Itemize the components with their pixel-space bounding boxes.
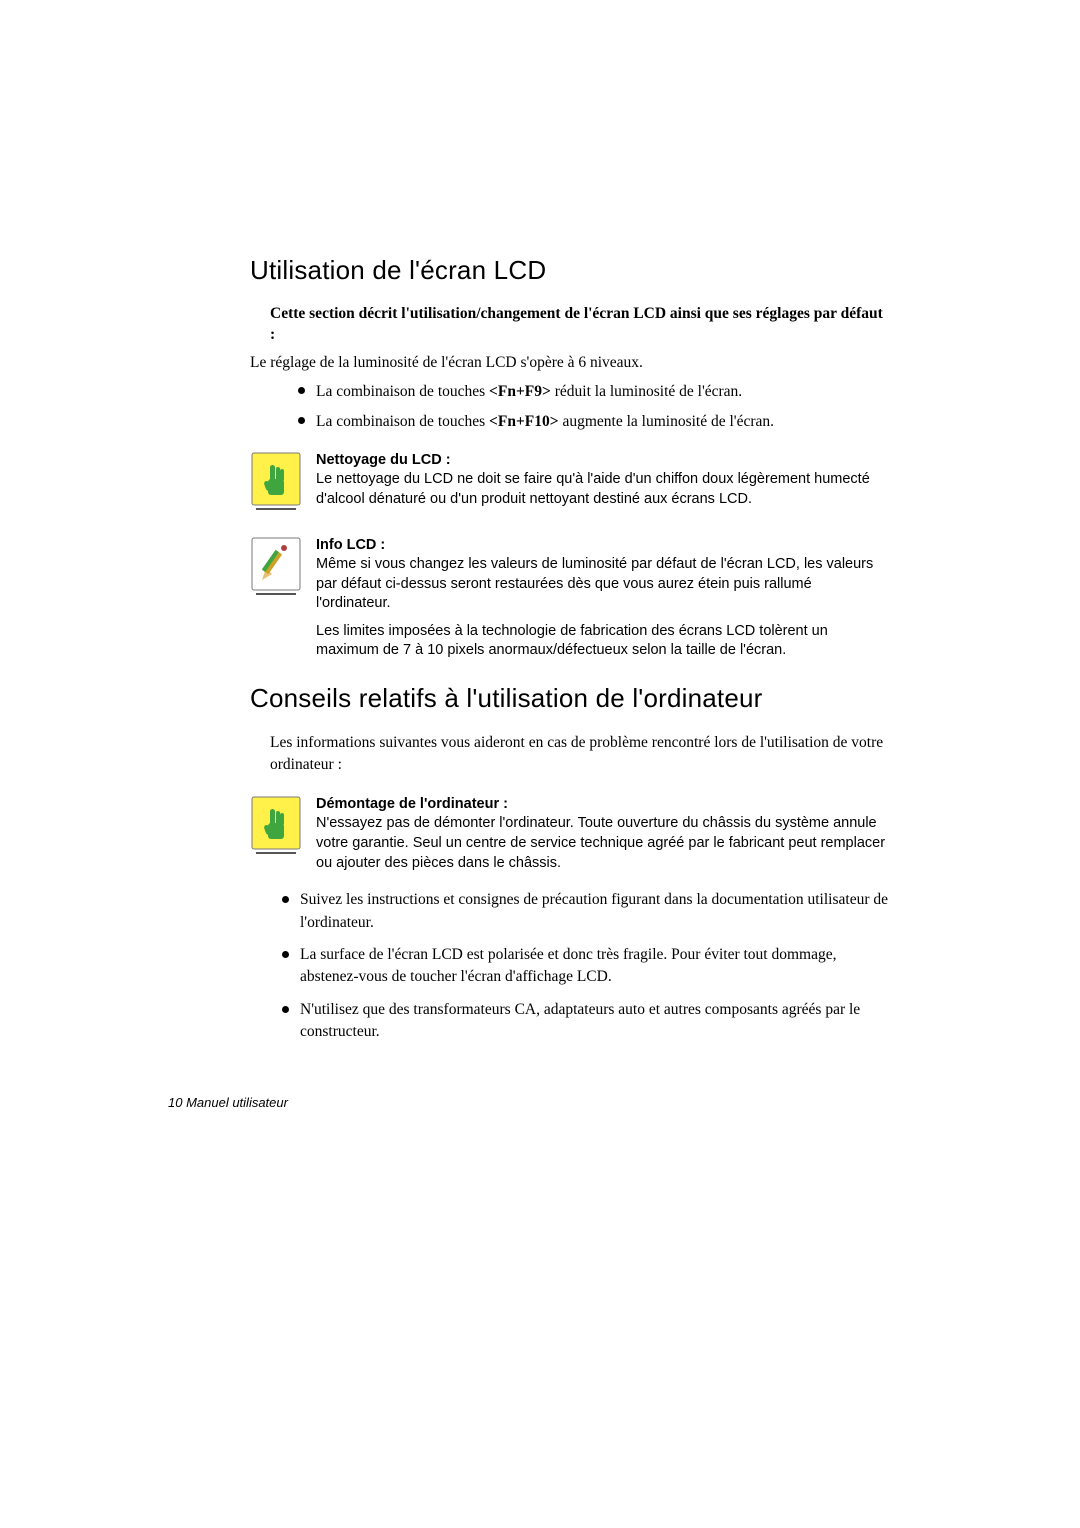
conseils-bullets: Suivez les instructions et consignes de … (282, 889, 890, 1044)
heading-lcd: Utilisation de l'écran LCD (250, 255, 890, 286)
bullet-item: N'utilisez que des transformateurs CA, a… (282, 999, 890, 1044)
note-info-text: Info LCD : Même si vous changez les vale… (316, 536, 890, 669)
kb-shortcut: <Fn+F9> (489, 383, 551, 400)
note-title: Démontage de l'ordinateur : (316, 796, 508, 812)
bullet-fn-f9: La combinaison de touches <Fn+F9> réduit… (298, 380, 890, 403)
intro-conseils: Les informations suivantes vous aideront… (270, 732, 890, 777)
note-demontage-text: Démontage de l'ordinateur : N'essayez pa… (316, 795, 890, 881)
intro-bold: Cette section décrit l'utilisation/chang… (270, 304, 890, 346)
note-body: N'essayez pas de démonter l'ordinateur. … (316, 815, 885, 870)
kb-shortcut: <Fn+F10> (489, 413, 559, 430)
page-footer: 10 Manuel utilisateur (168, 1095, 288, 1110)
brightness-bullets: La combinaison de touches <Fn+F9> réduit… (298, 380, 890, 433)
warning-icon (250, 451, 302, 513)
warning-icon (250, 795, 302, 857)
note-demontage: Démontage de l'ordinateur : N'essayez pa… (250, 795, 890, 881)
bullet-item: Suivez les instructions et consignes de … (282, 889, 890, 934)
note-title: Nettoyage du LCD : (316, 452, 451, 468)
note-cleaning: Nettoyage du LCD : Le nettoyage du LCD n… (250, 451, 890, 518)
info-icon (250, 536, 302, 598)
bullet-fn-f10: La combinaison de touches <Fn+F10> augme… (298, 410, 890, 433)
note-cleaning-text: Nettoyage du LCD : Le nettoyage du LCD n… (316, 451, 890, 518)
bullet-text: augmente la luminosité de l'écran. (559, 413, 774, 430)
body-brightness-levels: Le réglage de la luminosité de l'écran L… (250, 352, 890, 374)
note-body: Le nettoyage du LCD ne doit se faire qu'… (316, 471, 870, 507)
bullet-text: La combinaison de touches (316, 383, 489, 400)
bullet-text: La combinaison de touches (316, 413, 489, 430)
note-title: Info LCD : (316, 537, 385, 553)
note-body: Les limites imposées à la technologie de… (316, 623, 828, 659)
note-info-lcd: Info LCD : Même si vous changez les vale… (250, 536, 890, 669)
bullet-item: La surface de l'écran LCD est polarisée … (282, 944, 890, 989)
bullet-text: réduit la luminosité de l'écran. (551, 383, 742, 400)
heading-conseils: Conseils relatifs à l'utilisation de l'o… (250, 683, 890, 714)
note-body: Même si vous changez les valeurs de lumi… (316, 556, 873, 611)
page-content: Utilisation de l'écran LCD Cette section… (250, 255, 890, 1054)
